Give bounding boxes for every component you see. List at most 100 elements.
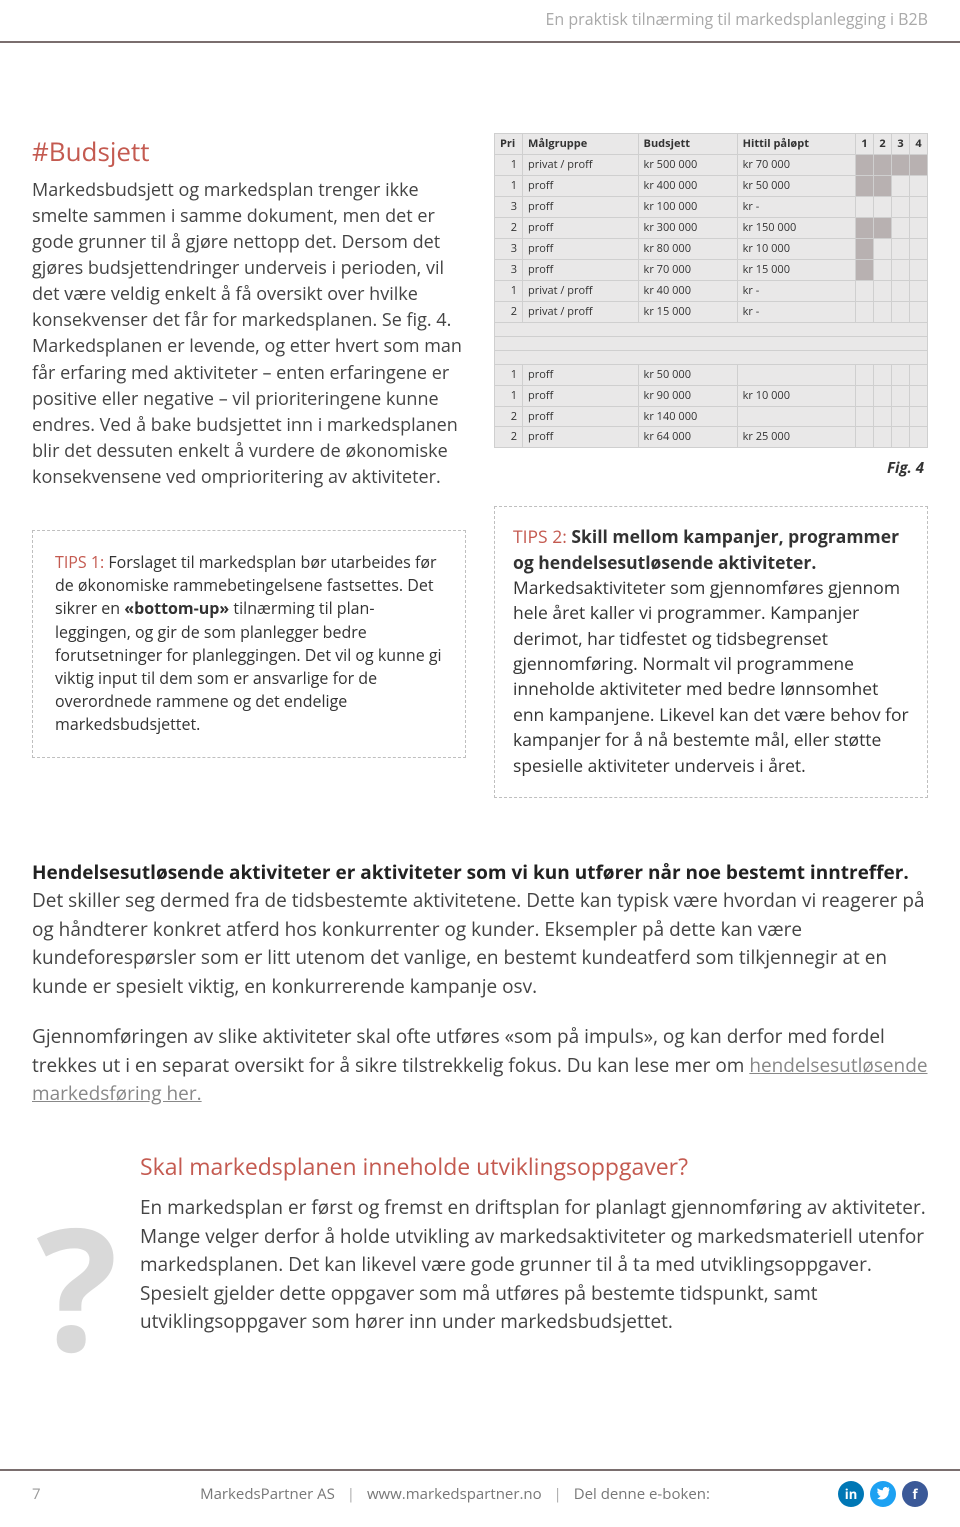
cell: kr 500 000	[638, 155, 737, 176]
quarter-cell	[892, 406, 910, 427]
footer-sep-2: |	[554, 1484, 562, 1504]
cell: kr 50 000	[638, 364, 737, 385]
cell: kr -	[737, 197, 855, 218]
cell: kr 400 000	[638, 176, 737, 197]
cell: kr 25 000	[737, 427, 855, 448]
section-heading: #Budsjett	[32, 133, 466, 171]
cell: kr 15 000	[737, 259, 855, 280]
full-p1: Det skiller seg dermed fra de tidsbestem…	[32, 887, 925, 999]
cell: 2	[495, 217, 523, 238]
tip2-bold: Skill mellom kampanjer, programmer og he…	[513, 525, 899, 574]
figure-caption: Fig. 4	[494, 458, 924, 480]
quarter-cell	[910, 259, 928, 280]
cell: kr 10 000	[737, 238, 855, 259]
cell: privat / proff	[523, 301, 639, 322]
quarter-cell	[874, 427, 892, 448]
cell: proff	[523, 176, 639, 197]
quarter-cell	[874, 280, 892, 301]
quarter-cell	[856, 259, 874, 280]
quarter-cell	[856, 427, 874, 448]
footer-url[interactable]: www.markedspartner.no	[367, 1484, 542, 1504]
col-pri: Pri	[495, 134, 523, 155]
quarter-cell	[910, 385, 928, 406]
cell: kr 64 000	[638, 427, 737, 448]
utvik-heading: Skal markedsplanen inneholde utviklingso…	[140, 1150, 928, 1183]
cell: proff	[523, 427, 639, 448]
table-row: 1privat / proffkr 40 000kr -	[495, 280, 928, 301]
cell: 3	[495, 259, 523, 280]
quarter-cell	[892, 197, 910, 218]
facebook-icon[interactable]: f	[902, 1481, 928, 1507]
quarter-cell	[892, 259, 910, 280]
page-footer: 7 MarkedsPartner AS | www.markedspartner…	[0, 1469, 960, 1527]
footer-sep-1: |	[347, 1484, 355, 1504]
quarter-cell	[910, 176, 928, 197]
quarter-cell	[856, 280, 874, 301]
quarter-cell	[874, 155, 892, 176]
cell: kr 70 000	[638, 259, 737, 280]
quarter-cell	[856, 238, 874, 259]
cell: kr 100 000	[638, 197, 737, 218]
quarter-cell	[874, 406, 892, 427]
quarter-cell	[892, 155, 910, 176]
table-row: 2proffkr 140 000	[495, 406, 928, 427]
cell: proff	[523, 217, 639, 238]
cell: 3	[495, 238, 523, 259]
quarter-cell	[910, 155, 928, 176]
quarter-cell	[910, 301, 928, 322]
quarter-cell	[892, 427, 910, 448]
col-budsjett: Budsjett	[638, 134, 737, 155]
table-row: 2privat / proffkr 15 000kr -	[495, 301, 928, 322]
table-row: 3proffkr 100 000kr -	[495, 197, 928, 218]
col-4: 4	[910, 134, 928, 155]
quarter-cell	[874, 259, 892, 280]
twitter-icon[interactable]	[870, 1481, 896, 1507]
full-width-section: Hendelsesutløsende aktiviteter er aktivi…	[0, 858, 960, 1108]
tip2-label: TIPS 2:	[513, 525, 567, 549]
footer-company: MarkedsPartner AS	[200, 1484, 335, 1504]
table-row: 2proffkr 300 000kr 150 000	[495, 217, 928, 238]
table-row: 1proffkr 90 000kr 10 000	[495, 385, 928, 406]
quarter-cell	[892, 238, 910, 259]
quarter-cell	[856, 176, 874, 197]
quarter-cell	[892, 301, 910, 322]
footer-share: Del denne e-boken:	[574, 1484, 710, 1504]
cell: 1	[495, 155, 523, 176]
page-number: 7	[32, 1484, 72, 1506]
quarter-cell	[892, 385, 910, 406]
quarter-cell	[892, 364, 910, 385]
utvik-body: En markedsplan er først og fremst en dri…	[140, 1193, 928, 1336]
table-row: 3proffkr 70 000kr 15 000	[495, 259, 928, 280]
table-row: 3proffkr 80 000kr 10 000	[495, 238, 928, 259]
quarter-cell	[856, 406, 874, 427]
question-section: ? Skal markedsplanen inneholde utvikling…	[0, 1150, 960, 1350]
quarter-cell	[874, 197, 892, 218]
cell: kr 80 000	[638, 238, 737, 259]
cell: privat / proff	[523, 280, 639, 301]
cell: privat / proff	[523, 155, 639, 176]
quarter-cell	[910, 364, 928, 385]
quarter-cell	[910, 238, 928, 259]
tip1-bold: «bottom-up»	[124, 597, 229, 619]
cell: kr -	[737, 280, 855, 301]
cell: proff	[523, 385, 639, 406]
quarter-cell	[910, 217, 928, 238]
cell: 2	[495, 301, 523, 322]
tip2-box: TIPS 2: Skill mellom kampanjer, programm…	[494, 506, 928, 798]
cell: kr 150 000	[737, 217, 855, 238]
cell: kr 70 000	[737, 155, 855, 176]
question-mark-icon: ?	[32, 1222, 122, 1350]
col-2: 2	[874, 134, 892, 155]
cell: 1	[495, 385, 523, 406]
cell: 2	[495, 427, 523, 448]
social-icons: in f	[838, 1481, 928, 1507]
footer-center: MarkedsPartner AS | www.markedspartner.n…	[72, 1484, 838, 1506]
col-malgruppe: Målgruppe	[523, 134, 639, 155]
quarter-cell	[874, 301, 892, 322]
tip2-text: Markedsaktiviteter som gjennomføres gjen…	[513, 576, 909, 778]
cell: proff	[523, 259, 639, 280]
quarter-cell	[910, 280, 928, 301]
cell: kr -	[737, 301, 855, 322]
cell: kr 15 000	[638, 301, 737, 322]
linkedin-icon[interactable]: in	[838, 1481, 864, 1507]
